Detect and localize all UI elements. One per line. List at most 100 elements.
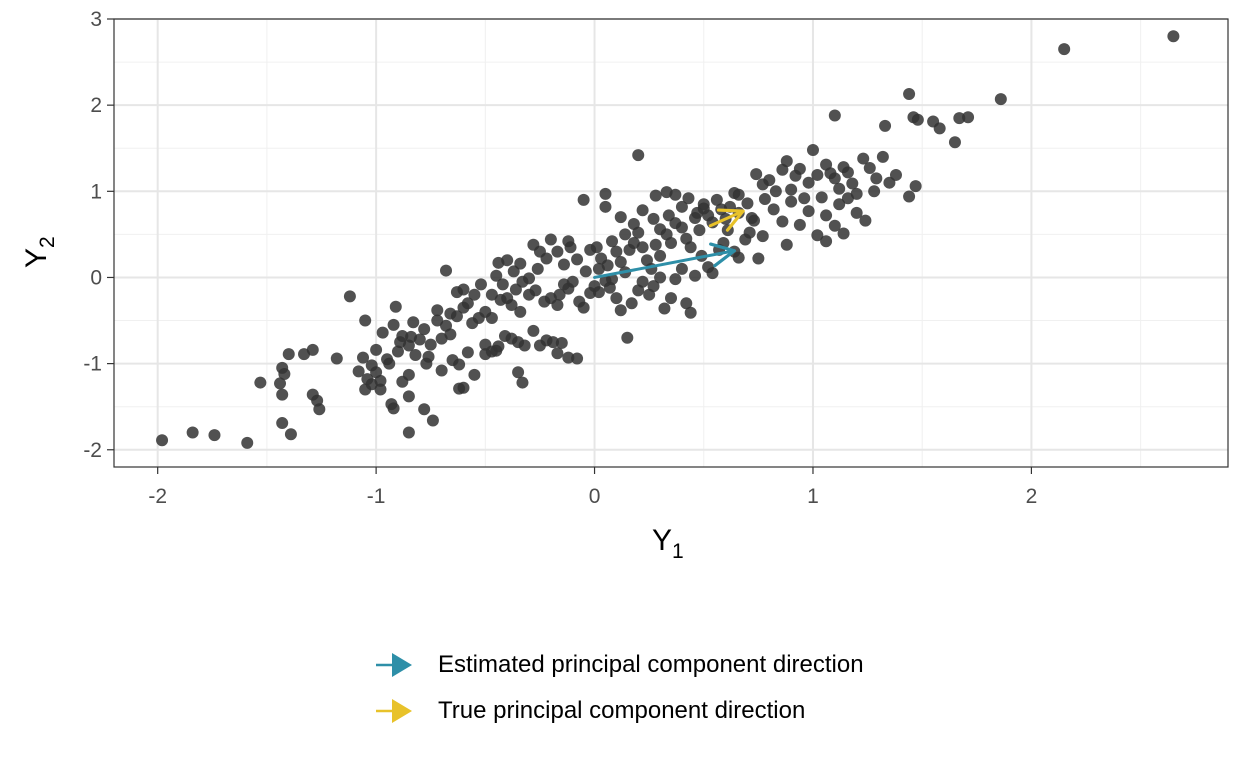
y-axis-title-main: Y <box>20 248 53 268</box>
data-point <box>514 257 527 270</box>
data-point <box>186 426 199 439</box>
data-point <box>758 193 771 206</box>
data-point <box>745 212 758 225</box>
arrow-shaft <box>593 249 736 279</box>
data-point <box>402 390 415 403</box>
grid-lines <box>114 18 1228 467</box>
y-tick-label: 1 <box>90 180 102 203</box>
data-point <box>566 275 579 288</box>
data-point <box>647 212 660 225</box>
data-point <box>376 326 389 339</box>
plot-border <box>113 18 1229 468</box>
data-point <box>485 288 498 301</box>
data-point <box>850 206 863 219</box>
data-point <box>357 351 370 364</box>
data-point <box>496 278 509 291</box>
data-point <box>962 111 975 124</box>
data-point <box>665 292 677 305</box>
data-point <box>551 245 564 258</box>
data-point <box>330 352 343 365</box>
data-point <box>693 224 706 237</box>
data-point <box>389 300 402 313</box>
data-point <box>614 211 627 224</box>
data-point <box>424 338 437 351</box>
data-point <box>461 346 474 359</box>
data-point <box>649 189 662 202</box>
data-point <box>440 264 453 277</box>
data-point <box>675 200 688 213</box>
data-point <box>752 252 765 265</box>
data-point <box>492 340 505 353</box>
data-point <box>621 331 634 344</box>
data-point <box>833 198 846 211</box>
data-point <box>505 299 518 312</box>
arrow-shaft <box>708 209 745 228</box>
data-point <box>276 417 289 430</box>
data-point <box>343 290 356 303</box>
legend-label-estimated: Estimated principal component direction <box>438 651 864 678</box>
data-point <box>278 367 291 380</box>
y-axis-title-sub: 2 <box>36 236 59 248</box>
data-point <box>933 122 946 135</box>
data-point <box>828 219 841 232</box>
data-point <box>523 272 536 285</box>
data-point <box>501 254 514 267</box>
data-point <box>614 255 627 268</box>
data-point <box>756 230 769 243</box>
data-point <box>498 330 511 343</box>
data-point <box>785 195 798 208</box>
data-point <box>793 218 806 231</box>
data-point <box>841 166 854 179</box>
data-point <box>828 172 841 185</box>
data-point <box>457 301 470 314</box>
data-point <box>474 278 487 291</box>
data-point <box>680 297 693 310</box>
data-point <box>555 336 568 349</box>
data-point <box>374 374 387 387</box>
data-point <box>381 353 394 366</box>
data-point <box>870 172 883 185</box>
data-point <box>514 305 527 318</box>
data-point <box>374 383 387 396</box>
data-point <box>953 112 966 125</box>
data-point <box>743 226 756 239</box>
data-point <box>763 174 776 187</box>
data-point <box>948 136 961 149</box>
data-point <box>313 403 326 416</box>
data-point <box>553 288 566 301</box>
data-point <box>741 197 754 210</box>
data-point <box>352 365 365 378</box>
data-point <box>391 345 404 358</box>
data-point <box>208 429 221 442</box>
data-point <box>658 302 671 315</box>
data-point <box>750 168 763 181</box>
x-tick-label: -2 <box>148 485 167 508</box>
data-point <box>562 235 575 248</box>
data-point <box>780 155 793 168</box>
data-point <box>610 245 623 258</box>
data-point <box>1058 43 1071 56</box>
data-point <box>654 271 667 284</box>
data-point <box>806 143 819 156</box>
data-point <box>769 185 782 198</box>
data-point <box>571 253 584 266</box>
data-point <box>282 348 295 361</box>
data-point <box>828 109 841 122</box>
data-point <box>551 299 564 312</box>
x-tick-label: 0 <box>589 485 601 508</box>
data-point <box>276 388 289 401</box>
data-point <box>684 241 697 254</box>
arrow-right-icon <box>376 699 412 723</box>
data-point <box>444 307 457 320</box>
data-point <box>396 330 409 343</box>
y-tick-label: -1 <box>83 353 102 376</box>
data-point <box>579 265 592 278</box>
x-tick-label: 2 <box>1026 485 1038 508</box>
data-point <box>156 434 169 447</box>
data-point <box>529 284 542 297</box>
data-point <box>802 176 815 189</box>
data-point <box>306 388 319 401</box>
axis-ticks: -2 -1 0 1 2 -2 -1 0 1 2 3 <box>83 8 1037 508</box>
data-point <box>551 347 564 360</box>
data-point <box>636 241 649 254</box>
